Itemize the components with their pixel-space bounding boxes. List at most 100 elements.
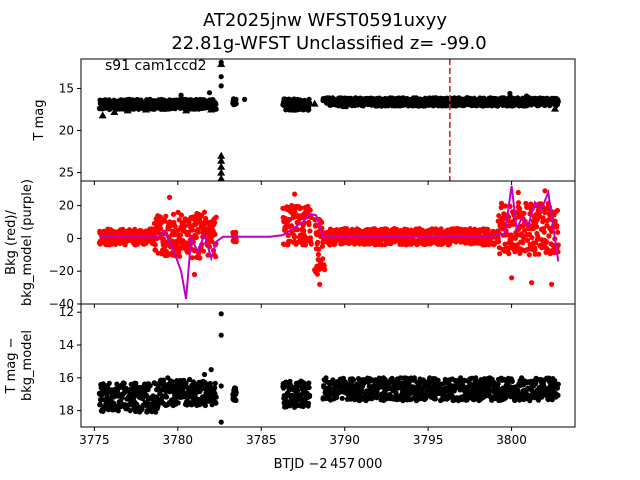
outlier-point: [507, 90, 513, 97]
bkg-raw-point: [549, 281, 555, 287]
data-point: [307, 100, 313, 106]
x-tick-label: 3800: [496, 433, 527, 447]
outlier-point: [218, 311, 224, 317]
bkg-raw-point: [189, 255, 195, 261]
y-tick-label: 14: [59, 338, 74, 352]
bkg-raw-point: [509, 275, 515, 281]
bkg-raw-point: [498, 200, 505, 206]
chart-title-line2: 22.81g-WFST Unclassified z= -99.0: [171, 33, 486, 54]
y-tick-label: 25: [59, 166, 74, 180]
data-point: [473, 375, 479, 381]
outlier-point: [524, 93, 530, 99]
upper-limit-marker: [310, 99, 319, 107]
bkg-raw-point: [213, 254, 219, 260]
upper-limit-marker: [217, 151, 226, 159]
bkg-raw-point: [170, 211, 177, 217]
bkg-raw-point: [515, 200, 522, 206]
bkg-raw-point: [213, 214, 219, 220]
bkg-raw-point: [308, 214, 314, 220]
data-point: [280, 385, 287, 391]
bkg-raw-point: [314, 271, 320, 277]
bkg-raw-point: [163, 213, 169, 219]
bkg-raw-point: [540, 215, 546, 221]
bkg-raw-point: [132, 226, 138, 232]
upper-limit-marker: [440, 101, 449, 109]
bkg-raw-point: [544, 218, 550, 224]
bkg-raw-point: [195, 229, 201, 235]
data-point: [555, 99, 561, 105]
plot-area: [96, 185, 561, 300]
data-point: [555, 392, 561, 398]
bkg-raw-point: [537, 209, 543, 215]
data-point: [121, 380, 127, 386]
panel-middle-background: −40 −20 0 20 Bkg (red)/bkg_model (purple): [4, 179, 576, 311]
bkg-raw-point: [514, 242, 520, 248]
upper-limit-marker: [390, 101, 399, 109]
y-tick-label: 16: [59, 371, 74, 385]
upper-limit-marker: [197, 103, 206, 111]
bkg-raw-point: [176, 249, 182, 255]
bkg-raw-point: [524, 237, 531, 243]
upper-limit-marker: [217, 162, 226, 170]
bkg-raw-point: [308, 241, 314, 247]
bkg-raw-point: [209, 238, 215, 244]
bkg-raw-point: [552, 218, 558, 224]
bkg-raw-point: [529, 280, 535, 286]
bkg-raw-point: [307, 228, 313, 234]
bkg-raw-point: [428, 230, 434, 236]
bkg-raw-point: [555, 229, 561, 235]
bkg-raw-point: [515, 189, 521, 196]
bkg-raw-point: [172, 223, 178, 230]
bkg-raw-point: [292, 191, 298, 197]
upper-limit-marker: [217, 168, 226, 176]
data-point: [306, 384, 312, 391]
outlier-point: [532, 378, 538, 384]
upper-limit-marker: [207, 105, 216, 113]
y-tick-label: 15: [59, 81, 74, 95]
bkg-raw-point: [177, 253, 183, 259]
outlier-point: [206, 90, 213, 96]
bkg-raw-point: [534, 224, 540, 230]
bkg-raw-point: [521, 210, 527, 216]
bkg-raw-point: [166, 194, 173, 200]
bkg-raw-point: [536, 251, 542, 257]
y-axis-label-line2: bkg_model (purple): [20, 179, 35, 306]
bkg-raw-point: [193, 234, 199, 241]
upper-limit-marker: [217, 60, 226, 68]
data-point: [515, 387, 521, 394]
bkg-raw-point: [282, 227, 288, 233]
x-tick-label: 3790: [329, 433, 360, 447]
bkg-raw-point: [158, 225, 164, 232]
bkg-raw-point: [554, 207, 561, 214]
data-point: [306, 107, 312, 113]
bkg-raw-point: [175, 228, 181, 234]
outlier-point: [242, 96, 248, 102]
outlier-point: [178, 92, 184, 98]
data-point: [115, 408, 121, 414]
data-point: [423, 395, 429, 401]
upper-limit-marker: [537, 99, 546, 107]
data-point: [327, 386, 333, 392]
data-point: [509, 378, 515, 384]
bkg-raw-point: [298, 236, 304, 243]
y-axis-label: T mag: [32, 100, 47, 142]
chart-title-line1: AT2025jnw WFST0591uxyy: [203, 10, 447, 31]
y-tick-label: −40: [49, 297, 74, 311]
bkg-raw-point: [540, 219, 546, 225]
x-tick-label: 3775: [79, 433, 110, 447]
data-point: [351, 377, 357, 383]
y-axis-label-line2: bkg_model: [20, 330, 35, 401]
bkg-raw-point: [189, 227, 196, 233]
bkg-raw-point: [344, 226, 350, 232]
bkg-raw-point: [160, 236, 167, 242]
bkg-raw-point: [532, 247, 538, 253]
bkg-raw-point: [191, 271, 198, 278]
bkg-raw-point: [288, 223, 295, 229]
bkg-raw-point: [307, 235, 314, 241]
data-point: [213, 400, 219, 406]
x-axis-label: BTJD −2 457 000: [274, 457, 383, 472]
bkg-raw-point: [294, 227, 300, 233]
bkg-raw-point: [233, 229, 239, 235]
x-tick-label: 3780: [163, 433, 194, 447]
